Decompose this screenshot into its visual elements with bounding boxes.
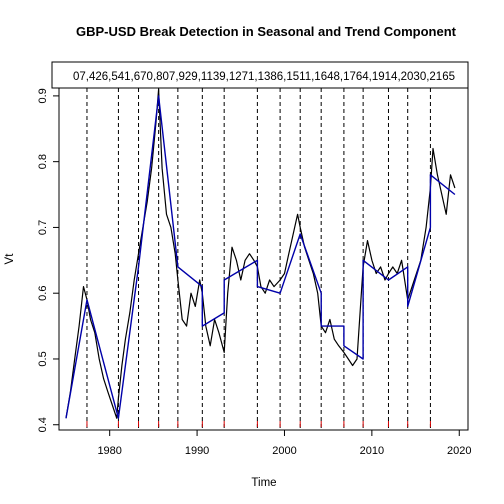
series-trend-fit-line bbox=[65, 95, 456, 419]
y-axis-title: Vt bbox=[4, 253, 16, 265]
series-raw-line bbox=[65, 88, 456, 419]
y-tick-label-0.6: 0.6 bbox=[37, 286, 49, 301]
plot-frame bbox=[58, 87, 469, 431]
y-tick-label-0.9: 0.9 bbox=[37, 88, 49, 103]
chart-title: GBP-USD Break Detection in Seasonal and … bbox=[76, 24, 457, 39]
y-tick-label-0.8: 0.8 bbox=[37, 154, 49, 169]
x-axis: 1980 1990 2000 2010 2020 bbox=[97, 430, 472, 457]
x-tick-label-2000: 2000 bbox=[272, 445, 296, 457]
x-tick-label-1980: 1980 bbox=[97, 445, 121, 457]
y-tick-label-0.7: 0.7 bbox=[37, 220, 49, 235]
break-lines bbox=[86, 88, 431, 430]
y-tick-label-0.5: 0.5 bbox=[37, 351, 49, 366]
series-lines bbox=[65, 88, 456, 419]
y-tick-label-0.4: 0.4 bbox=[37, 417, 49, 432]
x-axis-title: Time bbox=[251, 477, 276, 489]
break-index-label: 07,426,541,670,807,929,1139,1271,1386,15… bbox=[73, 71, 455, 83]
break-ci-markers bbox=[86, 421, 431, 427]
y-axis: 0.4 0.5 0.6 0.7 0.8 0.9 bbox=[37, 88, 59, 432]
x-tick-label-2020: 2020 bbox=[447, 445, 471, 457]
x-tick-label-2010: 2010 bbox=[360, 445, 384, 457]
x-tick-label-1990: 1990 bbox=[185, 445, 209, 457]
